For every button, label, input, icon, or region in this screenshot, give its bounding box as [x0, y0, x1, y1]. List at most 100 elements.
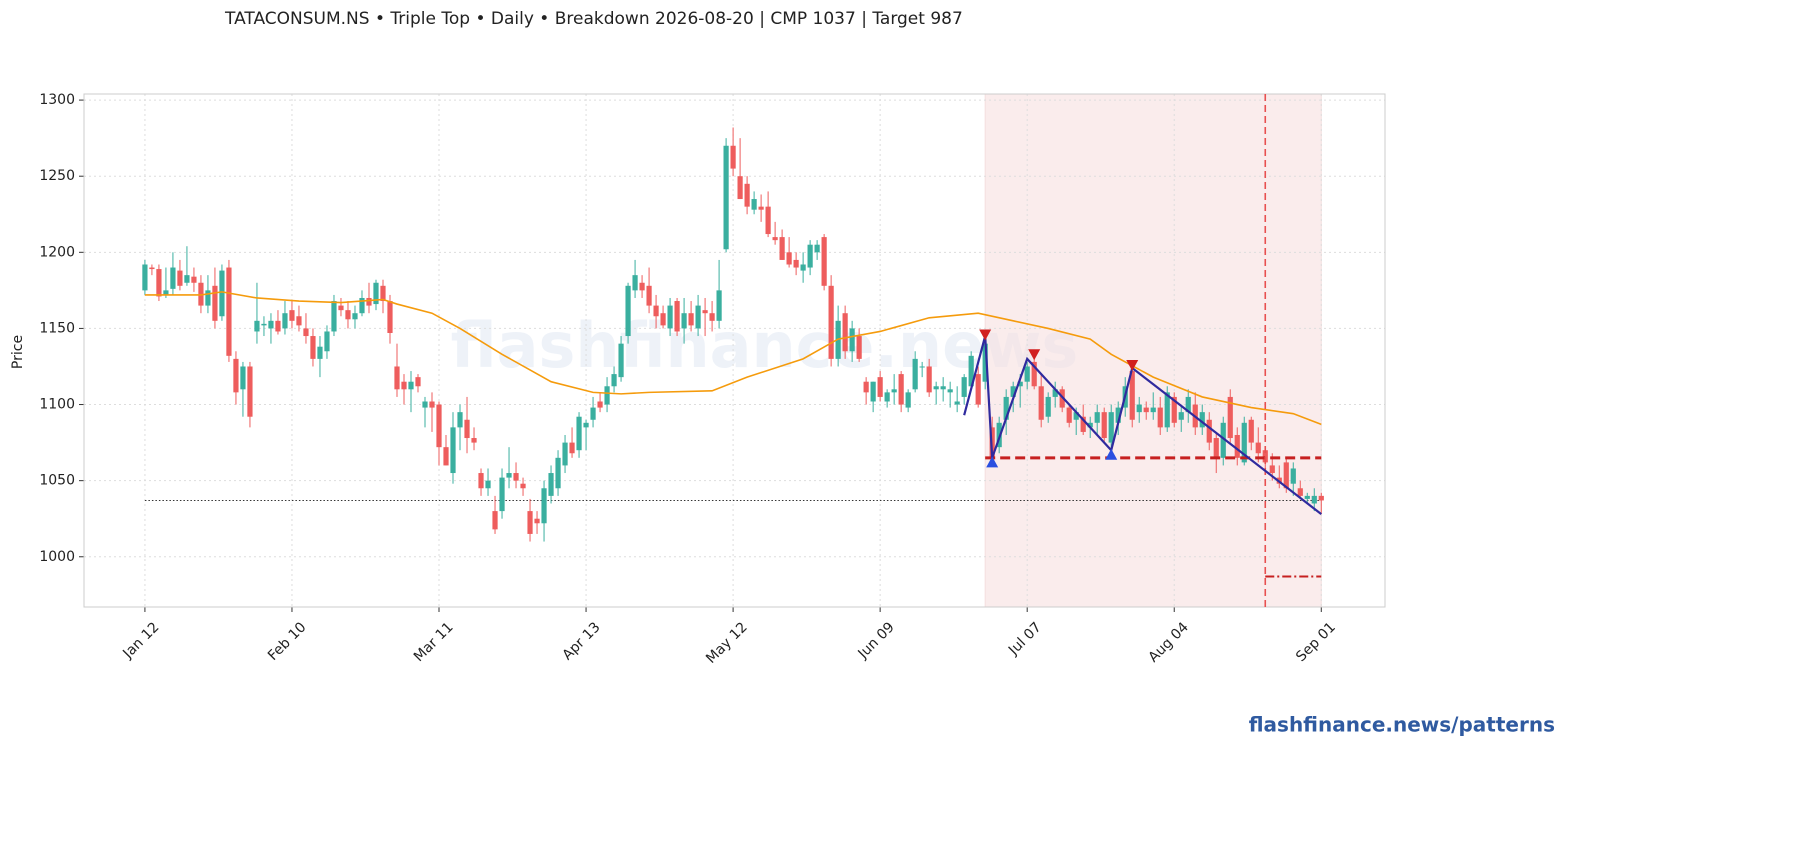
candle-body	[289, 310, 295, 321]
candle-body	[1171, 396, 1177, 423]
candle-body	[1038, 386, 1044, 420]
candle-body	[926, 366, 932, 393]
candle-body	[1157, 407, 1163, 428]
candle-body	[317, 346, 323, 359]
candle-body	[1073, 412, 1079, 420]
candle-body	[1283, 462, 1289, 489]
candle-body	[975, 374, 981, 405]
candle-body	[611, 374, 617, 387]
candle-body	[751, 199, 757, 210]
candle-body	[387, 301, 393, 333]
candle-body	[576, 416, 582, 451]
candle-body	[1262, 450, 1268, 463]
x-tick-label: Mar 11	[411, 619, 457, 665]
candle-body	[1136, 404, 1142, 413]
y-tick-label: 1050	[39, 473, 75, 489]
candle-body	[877, 377, 883, 397]
candle-body	[1220, 422, 1226, 458]
candle-body	[1164, 392, 1170, 428]
candle-body	[282, 313, 288, 329]
candle-body	[1017, 381, 1023, 387]
candle-body	[1094, 412, 1100, 423]
candle-body	[555, 457, 561, 489]
candle-body	[408, 381, 414, 390]
candle-body	[849, 328, 855, 352]
candle-body	[303, 328, 309, 337]
candle-body	[961, 377, 967, 397]
candle-body	[786, 252, 792, 265]
candle-body	[758, 206, 764, 210]
footer: flashfinance.news/patterns	[1249, 713, 1555, 737]
x-tick-label: Feb 10	[265, 619, 310, 664]
moving-average	[144, 291, 1322, 426]
candle-body	[352, 313, 358, 320]
candle-body	[695, 305, 701, 329]
candle-body	[1066, 407, 1072, 423]
x-tick-label: May 12	[703, 619, 751, 667]
candle-body	[359, 297, 365, 314]
candle-body	[485, 480, 491, 489]
candle-body	[1150, 407, 1156, 413]
candle-body	[632, 275, 638, 291]
candle-body	[443, 447, 449, 466]
candle-body	[310, 336, 316, 359]
candle-body	[1290, 468, 1296, 484]
candle-body	[331, 301, 337, 332]
y-tick-label: 1150	[39, 320, 75, 336]
candle-body	[1297, 488, 1303, 496]
candle-body	[219, 270, 225, 317]
candle-body	[898, 374, 904, 405]
candle-body	[800, 264, 806, 271]
candle-body	[968, 355, 974, 387]
candle-body	[1227, 396, 1233, 439]
candle-body	[1024, 366, 1030, 382]
candle-body	[1143, 407, 1149, 413]
candle-body	[793, 259, 799, 268]
candle-body	[499, 477, 505, 512]
candle-body	[1087, 422, 1093, 428]
candle-body	[373, 282, 379, 305]
candle-body	[527, 511, 533, 534]
candle-body	[1101, 412, 1107, 439]
candle-body	[1234, 434, 1240, 458]
candle-body	[1304, 495, 1310, 499]
candle-body	[618, 343, 624, 378]
candle-body	[723, 145, 729, 250]
peak-marker	[979, 329, 992, 341]
candle-body	[394, 366, 400, 390]
x-tick-label: Jul 07	[1005, 619, 1045, 659]
candle-body	[142, 264, 148, 291]
candle-body	[450, 427, 456, 474]
candle-body	[667, 305, 673, 329]
chart-title: TATACONSUM.NS • Triple Top • Daily • Bre…	[224, 9, 963, 29]
candle-body	[842, 313, 848, 352]
candle-body	[1248, 419, 1254, 443]
candle-body	[163, 290, 169, 295]
candle-body	[1052, 389, 1058, 397]
x-tick-label: Sep 01	[1293, 619, 1339, 665]
candle-body	[1010, 386, 1016, 397]
candle-body	[226, 267, 232, 356]
candle-body	[520, 483, 526, 489]
candle-body	[415, 377, 421, 387]
candle-body	[1241, 422, 1247, 463]
candle-body	[338, 305, 344, 311]
candle-body	[814, 244, 820, 253]
candle-body	[653, 305, 659, 317]
candle-body	[254, 320, 260, 332]
candle-body	[212, 285, 218, 321]
candle-body	[688, 313, 694, 326]
candle-body	[604, 386, 610, 405]
candle-body	[681, 313, 687, 329]
y-tick-label: 1300	[39, 92, 75, 108]
candle-body	[177, 270, 183, 286]
candle-body	[702, 310, 708, 314]
candle-body	[464, 419, 470, 439]
candle-body	[744, 183, 750, 207]
candle-body	[513, 473, 519, 481]
candle-body	[366, 297, 372, 306]
x-tick-label: Aug 04	[1145, 619, 1191, 665]
peak-marker	[1028, 349, 1041, 361]
candle-body	[856, 336, 862, 359]
